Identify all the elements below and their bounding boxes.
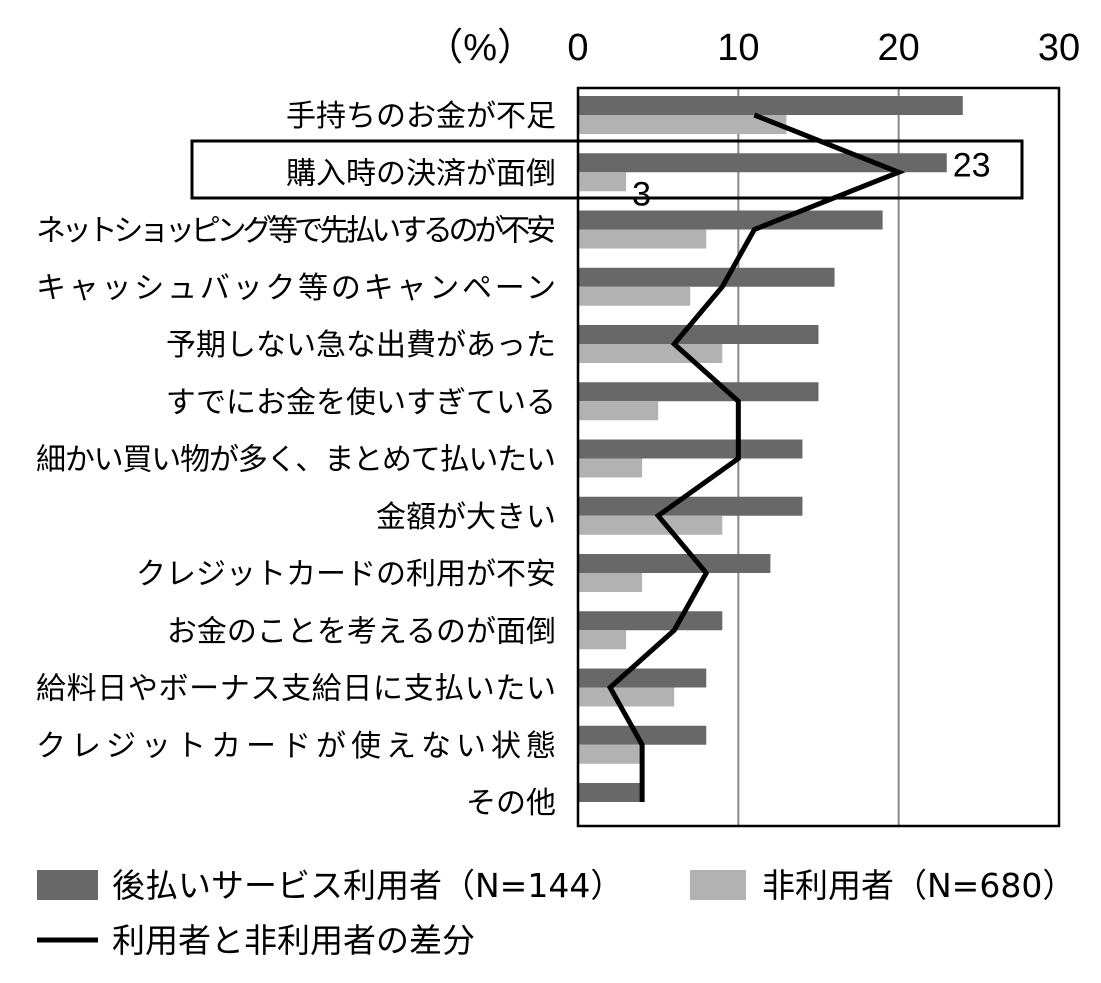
category-label: 予期しない急な出費があった — [166, 328, 556, 363]
bar-users — [578, 783, 642, 802]
data-label: 3 — [632, 175, 651, 213]
unit-label: （%） — [425, 27, 535, 69]
bar-nonusers — [578, 459, 642, 478]
category-label: ネットショッピング等で先払いするのが不安 — [36, 214, 556, 249]
bar-nonusers — [578, 401, 658, 420]
bar-nonusers — [578, 573, 642, 592]
legend-swatch-users — [37, 870, 98, 900]
x-tick-label: 30 — [1038, 27, 1080, 69]
legend: 後払いサービス利用者（N=144） 非利用者（N=680） 利用者と非利用者の差… — [37, 866, 1075, 960]
bar-nonusers — [578, 516, 722, 535]
legend-label-diff: 利用者と非利用者の差分 — [112, 921, 475, 960]
bar-users — [578, 669, 706, 688]
bar-users — [578, 497, 802, 516]
bar-nonusers — [578, 344, 722, 363]
category-label: その他 — [466, 786, 556, 821]
bar-users — [578, 554, 770, 573]
category-label: お金のことを考えるのが面倒 — [167, 614, 556, 649]
legend-swatch-nonusers — [690, 870, 746, 900]
bar-nonusers — [578, 230, 706, 249]
bar-nonusers — [578, 172, 626, 191]
bar-users — [578, 96, 963, 115]
category-label: キャッシュバック等のキャンペーン — [36, 271, 556, 306]
data-label: 23 — [953, 146, 991, 184]
x-tick-label: 0 — [567, 27, 588, 69]
x-tick-label: 20 — [878, 27, 920, 69]
bar-nonusers — [578, 688, 674, 707]
category-label: すでにお金を使いすぎている — [166, 385, 556, 420]
category-label: 購入時の決済が面倒 — [286, 156, 556, 191]
bar-users — [578, 440, 802, 459]
bar-users — [578, 382, 819, 401]
bar-users — [578, 268, 835, 287]
category-label: 細かい買い物が多く、まとめて払いたい — [36, 443, 556, 478]
bar-users — [578, 325, 819, 344]
bar-users — [578, 211, 883, 230]
legend-label-users: 後払いサービス利用者（N=144） — [112, 866, 623, 905]
bar-nonusers — [578, 287, 690, 306]
category-label: クレジットカードが使えない状態 — [36, 729, 556, 764]
bar-users — [578, 611, 722, 630]
legend-label-nonusers: 非利用者（N=680） — [762, 866, 1075, 905]
bar-nonusers — [578, 745, 642, 764]
x-tick-label: 10 — [717, 27, 759, 69]
category-label: 手持ちのお金が不足 — [286, 99, 556, 134]
category-label: 給料日やボーナス支給日に支払いたい — [36, 672, 556, 707]
bar-nonusers — [578, 630, 626, 649]
category-label: クレジットカードの利用が不安 — [136, 557, 556, 592]
category-label: 金額が大きい — [376, 500, 556, 535]
